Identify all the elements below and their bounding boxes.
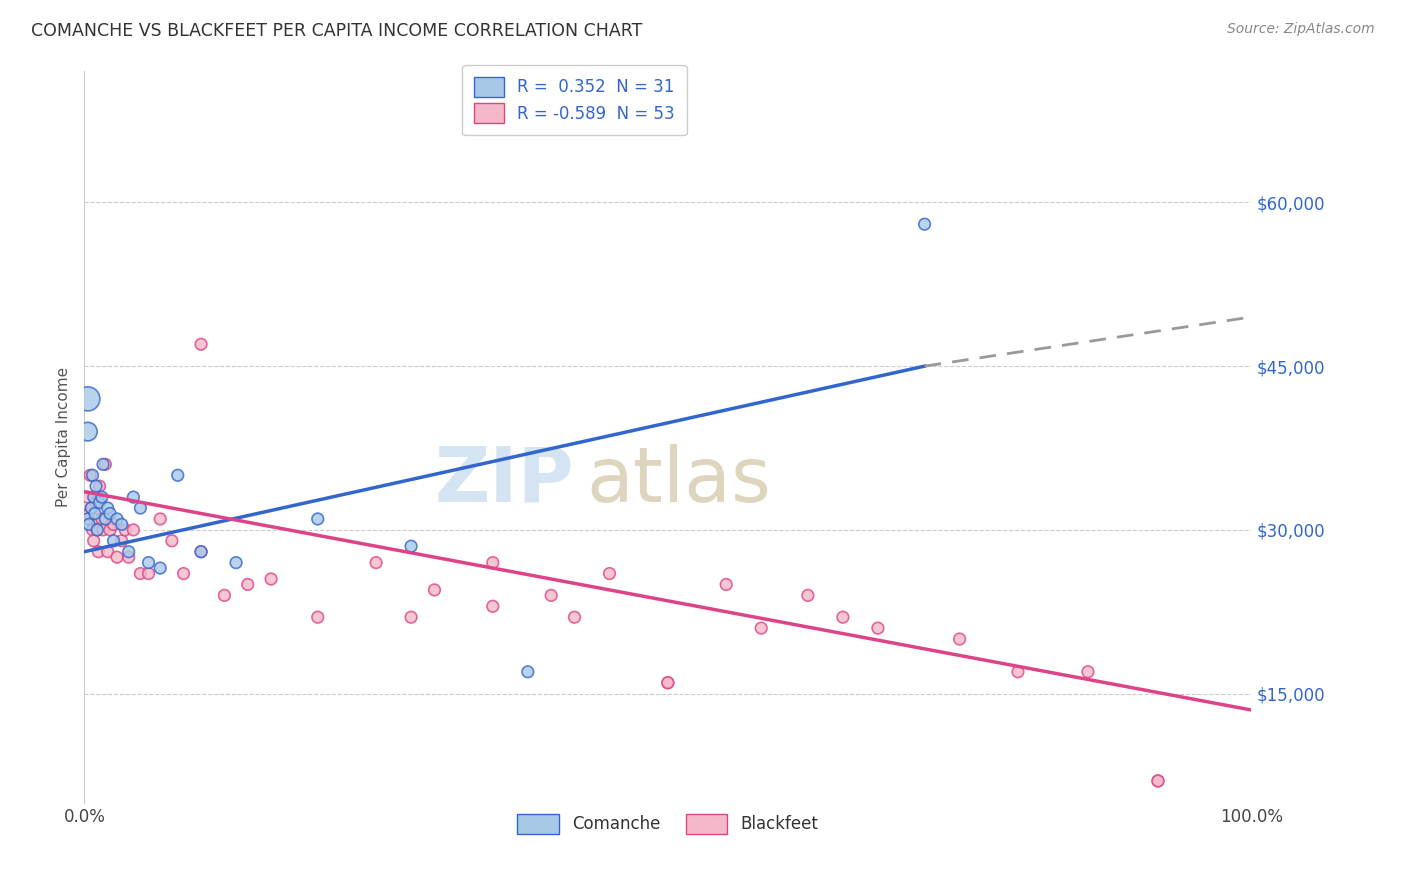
Point [83, 533, 105, 548]
Point [80, 501, 103, 516]
Point [82, 468, 104, 483]
Point [166, 468, 188, 483]
Point [76, 490, 98, 504]
Point [657, 675, 679, 690]
Point [599, 566, 621, 581]
Point [236, 577, 259, 591]
Point [1147, 774, 1170, 789]
Point [260, 572, 283, 586]
Point [914, 217, 936, 231]
Point [214, 588, 236, 602]
Point [129, 566, 152, 581]
Point [111, 533, 134, 548]
Text: COMANCHE VS BLACKFEET PER CAPITA INCOME CORRELATION CHART: COMANCHE VS BLACKFEET PER CAPITA INCOME … [31, 22, 643, 40]
Point [98, 523, 121, 537]
Point [76, 425, 98, 439]
Point [307, 610, 329, 624]
Point [76, 392, 98, 406]
Text: atlas: atlas [586, 444, 770, 518]
Y-axis label: Per Capita Income: Per Capita Income [56, 367, 72, 508]
Point [83, 490, 105, 504]
Point [84, 479, 107, 493]
Point [98, 507, 121, 521]
Point [80, 501, 103, 516]
Point [307, 512, 329, 526]
Point [366, 556, 388, 570]
Point [97, 501, 120, 516]
Point [160, 533, 183, 548]
Point [190, 337, 212, 351]
Point [97, 545, 120, 559]
Point [83, 507, 105, 521]
Point [82, 523, 104, 537]
Point [105, 550, 128, 565]
Point [77, 507, 100, 521]
Point [516, 665, 538, 679]
Point [94, 458, 117, 472]
Point [1007, 665, 1029, 679]
Point [481, 599, 505, 614]
Point [716, 577, 738, 591]
Point [118, 545, 141, 559]
Point [190, 545, 212, 559]
Point [1147, 774, 1170, 789]
Point [122, 490, 145, 504]
Point [91, 523, 114, 537]
Point [173, 566, 195, 581]
Point [90, 490, 112, 504]
Point [77, 517, 100, 532]
Point [91, 458, 114, 472]
Point [399, 539, 422, 553]
Point [481, 556, 505, 570]
Point [90, 512, 112, 526]
Point [129, 501, 152, 516]
Point [138, 566, 160, 581]
Point [87, 545, 110, 559]
Point [540, 588, 562, 602]
Point [149, 512, 172, 526]
Point [797, 588, 820, 602]
Point [225, 556, 247, 570]
Point [94, 512, 117, 526]
Text: Source: ZipAtlas.com: Source: ZipAtlas.com [1227, 22, 1375, 37]
Point [103, 517, 125, 532]
Point [399, 610, 422, 624]
Point [832, 610, 855, 624]
Point [1077, 665, 1099, 679]
Point [89, 479, 111, 493]
Point [84, 495, 107, 509]
Point [564, 610, 586, 624]
Point [105, 512, 128, 526]
Point [138, 556, 160, 570]
Point [86, 523, 108, 537]
Point [103, 533, 125, 548]
Point [949, 632, 972, 646]
Point [118, 550, 141, 565]
Point [122, 523, 145, 537]
Point [749, 621, 772, 635]
Point [149, 561, 172, 575]
Point [111, 517, 134, 532]
Point [76, 512, 98, 526]
Text: ZIP: ZIP [434, 444, 575, 518]
Point [423, 582, 446, 597]
Point [866, 621, 889, 635]
Point [89, 495, 111, 509]
Point [657, 675, 679, 690]
Point [83, 512, 105, 526]
Point [190, 545, 212, 559]
Point [114, 523, 136, 537]
Point [86, 523, 108, 537]
Point [79, 468, 101, 483]
Legend: Comanche, Blackfeet: Comanche, Blackfeet [506, 802, 830, 846]
